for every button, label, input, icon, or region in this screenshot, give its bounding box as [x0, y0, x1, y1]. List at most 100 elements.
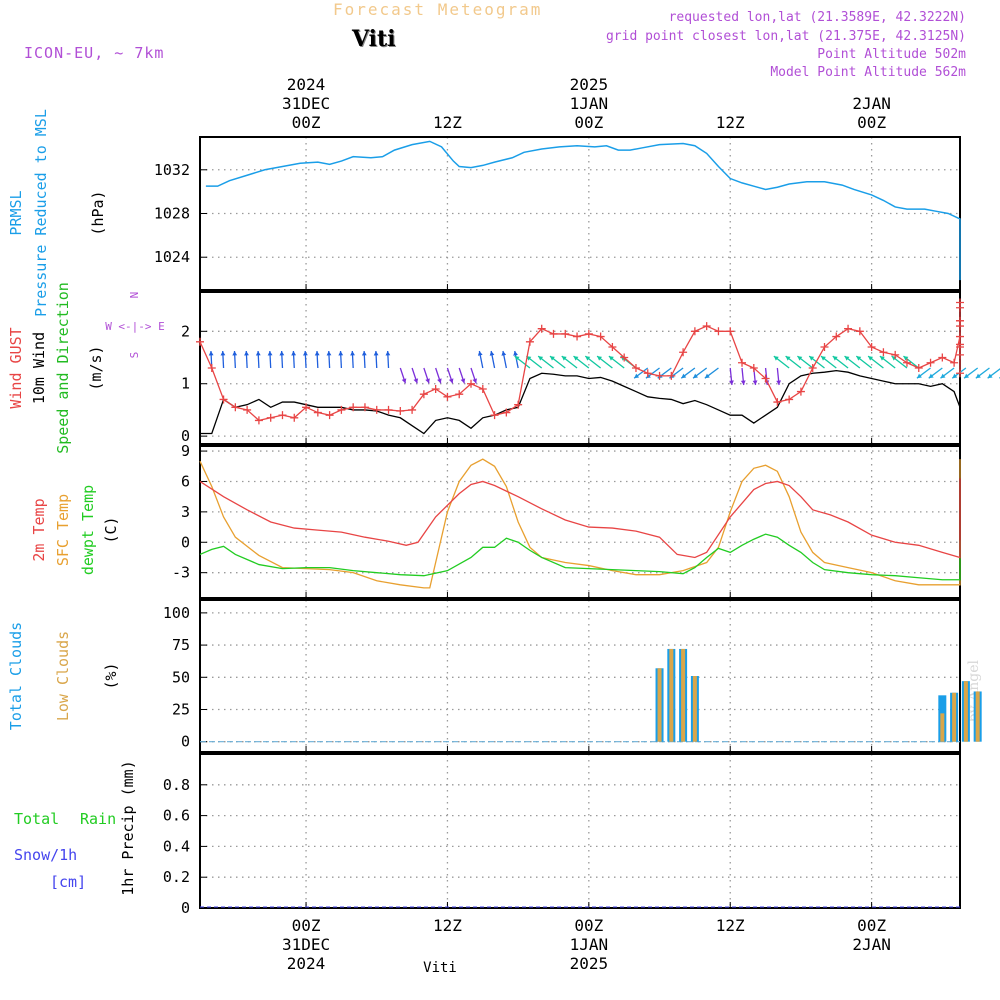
temperature-ytick-label: 3 [181, 503, 190, 521]
wind-gust-marker [372, 405, 381, 414]
low-cloud-bar [975, 691, 980, 742]
time-label-bottom: 00Z [292, 916, 321, 935]
wind-gust-marker [455, 390, 464, 399]
precip-ytick-label: 0.4 [163, 837, 190, 855]
wind-arrow-head [514, 356, 520, 361]
wind-gust-label: Wind GUST [7, 327, 25, 408]
wind-gust-marker [396, 406, 405, 415]
wind-gust-marker [855, 327, 864, 336]
low-cloud-bar [657, 668, 662, 742]
wind-ytick-label: 0 [181, 427, 190, 445]
wind-arrow-head [879, 356, 885, 361]
wind-gust-marker [655, 371, 664, 380]
wind-gust-marker [584, 329, 593, 338]
wind-gust-marker [690, 327, 699, 336]
wind-gust-marker [266, 413, 275, 422]
wind-gust-marker [243, 405, 252, 414]
wind-arrow-head [326, 351, 332, 356]
rain-label-rain: Rain [80, 810, 116, 828]
wind-arrow-head [832, 356, 838, 361]
wind-gust-marker [196, 337, 204, 346]
wind-gust-marker [643, 369, 652, 378]
wind-gust-marker [290, 413, 299, 422]
rain-label-total: Total [14, 810, 59, 828]
wind-speed-line [200, 369, 961, 435]
wind-arrow-head [303, 351, 308, 356]
wind-arrow-head [975, 373, 981, 379]
pressure-label-prmsl: PRMSL [7, 190, 25, 235]
pressure-ytick-label: 1024 [154, 248, 190, 266]
low-clouds-label: Low Clouds [54, 631, 72, 721]
low-cloud-bar [669, 648, 674, 742]
wind-arrow-head [561, 356, 567, 361]
wind-gust-marker [325, 411, 334, 420]
point-altitude: Point Altitude 502m [817, 47, 966, 62]
low-cloud-bar [952, 692, 957, 742]
wind-gust-marker [561, 329, 570, 338]
wind-gust-marker [337, 405, 346, 414]
wind-arrow-head [255, 351, 261, 356]
wind-gust-marker [278, 411, 287, 420]
wind-gust-marker [219, 395, 228, 404]
wind-gust-marker [620, 353, 629, 362]
wind-arrow-head [952, 373, 958, 379]
wind-gust-marker [419, 390, 428, 399]
wind-arrow-head [232, 351, 238, 356]
clouds-panel-frame [199, 599, 961, 753]
wind-arrow-head [868, 356, 874, 361]
time-label-top: 12Z [716, 113, 745, 132]
wind-arrow-head [460, 378, 466, 384]
wind-gust-marker [502, 408, 511, 417]
wind-arrow-head [928, 373, 934, 379]
wind-arrow-head [740, 380, 746, 385]
wind-arrow-head [752, 380, 758, 385]
clouds-ytick-label: 0 [181, 733, 190, 751]
dewpt-temp-label: dewpt Temp [79, 485, 97, 575]
wind-gust-marker [207, 364, 216, 372]
time-label-bottom: 00Z [574, 916, 603, 935]
wind-gust-marker [738, 358, 747, 367]
precip-ytick-label: 0.8 [163, 776, 190, 794]
time-label-bottom: 12Z [716, 916, 745, 935]
clouds-ytick-label: 50 [172, 668, 190, 686]
wind-gust-marker [231, 403, 240, 412]
wind-gust-marker [537, 324, 546, 333]
wind-gust-marker [549, 329, 558, 338]
wind-arrow-head [208, 351, 214, 356]
wind-arrow-head [279, 351, 285, 356]
wind-gust-marker [956, 350, 964, 359]
wind-gust-marker [514, 400, 523, 409]
wind-gust-marker [490, 411, 499, 420]
wind-gust-marker [914, 364, 923, 372]
wind-gust-marker [431, 384, 440, 393]
wind-ytick-label: 2 [181, 322, 190, 340]
requested-coords: requested lon,lat (21.3589E, 42.3222N) [668, 10, 966, 25]
wind-arrow-head [401, 378, 407, 384]
compass-north: N [128, 292, 141, 299]
wind-arrow-head [776, 380, 782, 385]
wind-arrow-head [634, 373, 640, 379]
wind-arrow-head [477, 351, 483, 356]
precip-units-label: 1hr Precip (mm) [119, 760, 137, 895]
pressure-label-long: Pressure Reduced to MSL [32, 109, 50, 317]
pressure-label-units: (hPa) [89, 190, 107, 235]
sfc-temp-label: SFC Temp [54, 494, 72, 566]
wind-arrow-head [856, 356, 862, 361]
low-cloud-bar [963, 681, 968, 742]
time-label-top: 2024 [287, 75, 326, 94]
wind-arrow-head [513, 351, 518, 356]
wind-gust-marker [679, 348, 688, 357]
model-label: ICON-EU, ~ 7km [24, 44, 165, 62]
wind-arrow-head [916, 373, 922, 379]
compass-west-east: W <-|-> E [105, 320, 165, 333]
wind-arrow-head [585, 356, 591, 361]
temperature-ytick-label: 6 [181, 472, 190, 490]
pressure-ytick-label: 1028 [154, 205, 190, 223]
wind-arrow-head [338, 351, 344, 356]
pressure-line [205, 140, 961, 281]
wind-gust-marker [867, 343, 876, 352]
time-label-top: 2025 [570, 75, 609, 94]
wind-arrow-head [385, 351, 391, 356]
time-label-top: 1JAN [570, 94, 609, 113]
wind-arrow-head [501, 351, 507, 356]
